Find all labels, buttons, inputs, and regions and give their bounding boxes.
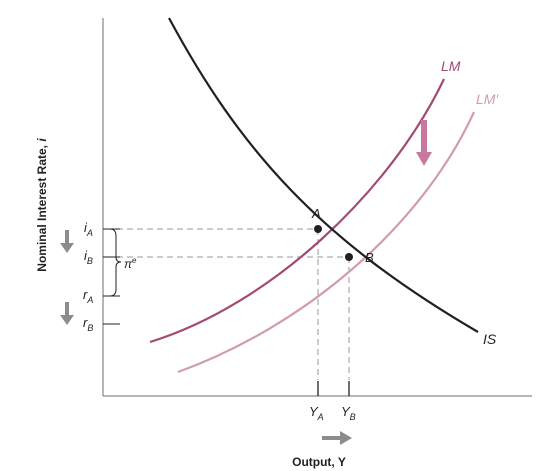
lm-label: LM xyxy=(441,58,461,74)
real-rate-down-arrow xyxy=(60,302,74,325)
tick-label-iA: iA xyxy=(84,220,93,238)
interest-down-arrow xyxy=(60,230,74,253)
tick-label-YB: YB xyxy=(341,404,356,422)
y-axis-title: Nominal Interest Rate, i xyxy=(35,138,49,272)
point-B xyxy=(345,253,353,261)
tick-label-rA: rA xyxy=(83,287,93,305)
inflation-brace xyxy=(109,228,122,297)
is-curve xyxy=(168,17,479,333)
tick-label-YA: YA xyxy=(309,404,324,422)
tick-label-iB: iB xyxy=(84,248,93,266)
expected-inflation-label: πe xyxy=(124,256,137,271)
lm-curve xyxy=(149,78,445,344)
point-A xyxy=(314,225,322,233)
point-B-label: B xyxy=(365,250,374,265)
output-right-arrow xyxy=(322,431,352,445)
lm-shift-arrow xyxy=(416,120,432,166)
lm-prime-curve xyxy=(177,111,475,374)
lm-prime-label: LM′ xyxy=(476,91,499,107)
tick-label-rB: rB xyxy=(83,315,93,333)
x-axis-title: Output, Y xyxy=(292,455,346,469)
point-A-label: A xyxy=(311,206,321,221)
is-label: IS xyxy=(483,331,497,347)
